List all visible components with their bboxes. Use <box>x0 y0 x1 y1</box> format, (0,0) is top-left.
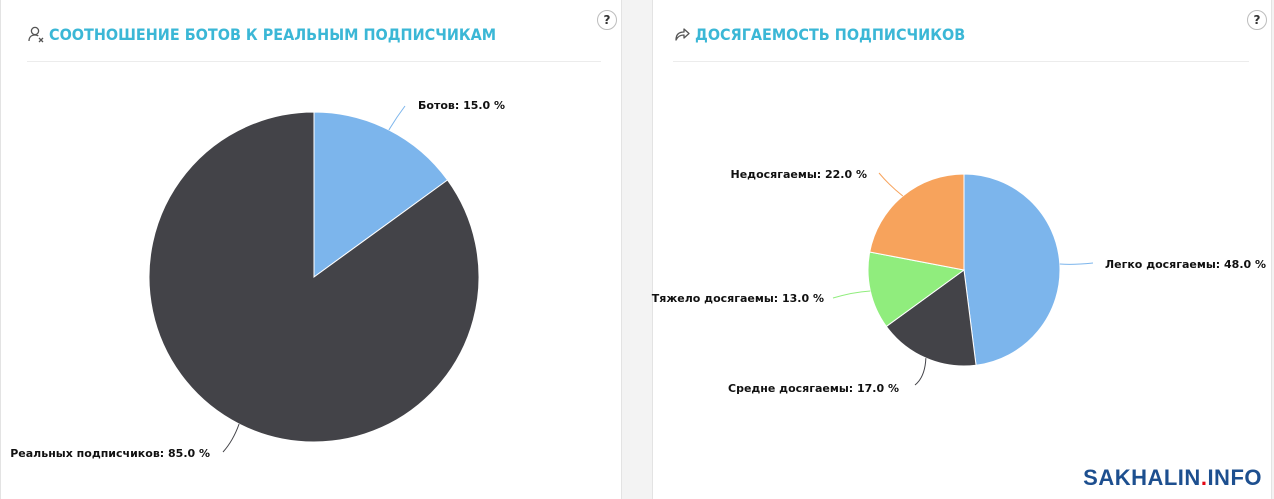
pie-data-label-0: Ботов: 15.0 % <box>418 99 505 112</box>
pie-slice-0[interactable] <box>313 111 449 278</box>
pie-connector-0 <box>1059 262 1094 265</box>
pie-data-label-1: Средне досягаемы: 17.0 % <box>728 382 899 395</box>
reach-pie-chart: Легко досягаемы: 48.0 % Средне досягаемы:… <box>652 168 1266 395</box>
panel-title-text: ДОСЯГАЕМОСТЬ ПОДПИСЧИКОВ <box>695 24 966 44</box>
pie-connector-0 <box>388 105 406 131</box>
share-arrow-icon <box>675 28 690 41</box>
bots-pie-chart: Ботов: 15.0 % Реальных подписчиков: 85.0 … <box>10 99 505 460</box>
pie-data-label-3: Недосягаемы: 22.0 % <box>731 168 867 181</box>
pie-connector-2 <box>832 290 871 299</box>
pie-slice-3[interactable] <box>869 173 965 271</box>
sakhalin-info-logo: SAKHALIN.INFO <box>1083 465 1262 490</box>
reach-panel: ? ДОСЯГАЕМОСТЬ ПОДПИСЧИКОВ Легко досягае… <box>652 0 1272 499</box>
pie-connector-3 <box>878 172 904 197</box>
help-button[interactable]: ? <box>1247 10 1267 30</box>
panel-title: СООТНОШЕНИЕ БОТОВ К РЕАЛЬНЫМ ПОДПИСЧИКАМ <box>27 23 496 45</box>
pie-data-label-1: Реальных подписчиков: 85.0 % <box>10 447 210 460</box>
pie-data-label-2: Тяжело досягаемы: 13.0 % <box>652 292 824 305</box>
panel-title-text: СООТНОШЕНИЕ БОТОВ К РЕАЛЬНЫМ ПОДПИСЧИКАМ <box>49 24 497 44</box>
pie-slice-0[interactable] <box>963 173 1061 366</box>
pie-slice-1[interactable] <box>885 269 977 367</box>
pie-connector-1 <box>222 423 240 453</box>
pie-slice-1[interactable] <box>148 111 480 443</box>
pie-data-label-0: Легко досягаемы: 48.0 % <box>1105 258 1266 271</box>
user-remove-icon <box>28 26 44 43</box>
help-button[interactable]: ? <box>597 10 617 30</box>
bots-ratio-panel: ? СООТНОШЕНИЕ БОТОВ К РЕАЛЬНЫМ ПОДПИСЧИК… <box>0 0 622 499</box>
title-divider <box>673 61 1249 62</box>
panel-title: ДОСЯГАЕМОСТЬ ПОДПИСЧИКОВ <box>673 23 965 45</box>
title-divider <box>27 61 601 62</box>
pie-connector-1 <box>914 358 927 386</box>
